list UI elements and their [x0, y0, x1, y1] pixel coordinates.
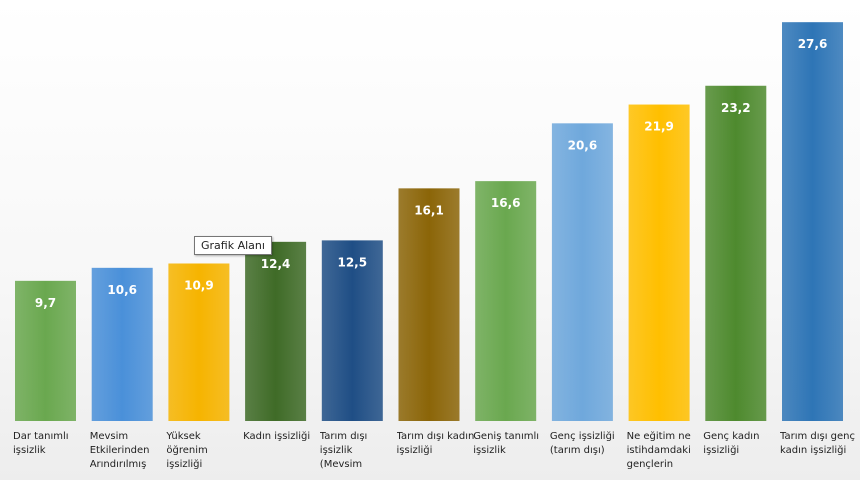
data-label-1: 9,7 [35, 296, 56, 310]
category-label-2: Mevsim Etkilerinden Arındırılmış [89, 431, 150, 470]
bar-5[interactable] [321, 240, 383, 421]
data-label-3: 10,9 [184, 278, 214, 292]
bar-1[interactable] [15, 280, 76, 421]
bar-9[interactable] [628, 104, 690, 422]
data-label-2: 10,6 [107, 283, 137, 297]
data-label-4: 12,4 [261, 257, 291, 271]
category-label-3: Yüksek öğrenim işsizliği [166, 431, 208, 470]
data-label-11: 27,6 [798, 37, 828, 51]
category-label-9: Ne eğitim ne istihdamdaki gençlerin [626, 431, 691, 470]
bar-7[interactable] [475, 181, 537, 421]
bar-4[interactable] [245, 241, 307, 421]
category-label-7: Geniş tanımlı işsizlik [473, 431, 540, 456]
bar-3[interactable] [168, 263, 230, 421]
category-label-11: Tarım dışı genç kadın işsizliği [780, 431, 856, 456]
bar-6[interactable] [398, 188, 460, 421]
data-label-9: 21,9 [644, 120, 674, 134]
bar-11[interactable] [782, 22, 843, 422]
data-label-5: 12,5 [337, 255, 367, 269]
data-label-8: 20,6 [568, 138, 598, 152]
category-label-1: Dar tanımlı işsizlik [13, 431, 69, 456]
bar-10[interactable] [705, 85, 767, 421]
bar-2[interactable] [91, 267, 153, 421]
data-label-7: 16,6 [491, 196, 521, 210]
category-label-8: Genç işsizliği (tarım dışı) [549, 431, 615, 456]
chart-area-tooltip: Grafik Alanı [194, 236, 272, 255]
category-label-4: Kadın işsizliği [243, 431, 311, 442]
bar-8[interactable] [551, 123, 613, 421]
category-label-6: Tarım dışı kadın işsizliği [396, 431, 475, 456]
data-label-6: 16,1 [414, 203, 444, 217]
data-label-10: 23,2 [721, 101, 751, 115]
category-label-5: Tarım dışı işsizlik (Mevsim [319, 431, 368, 470]
category-label-10: Genç kadın işsizliği [703, 431, 760, 456]
